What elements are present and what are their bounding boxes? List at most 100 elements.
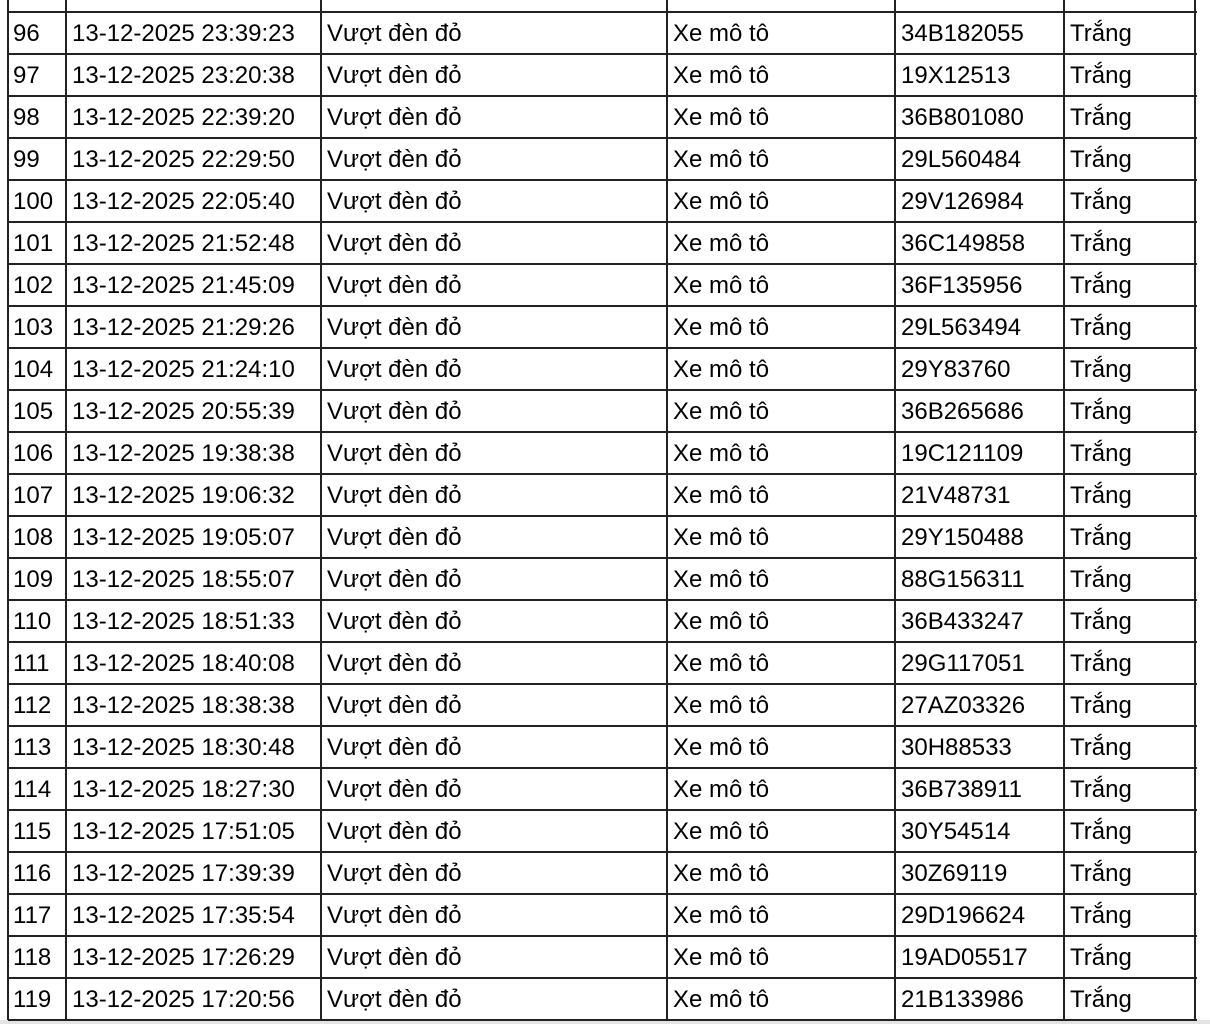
date-time: 13-12-2025 18:38:38 <box>72 692 295 719</box>
plate: 30Y54514 <box>901 818 1011 845</box>
row-number: 102 <box>13 272 54 299</box>
row-border <box>8 515 1197 517</box>
date-time: 13-12-2025 17:20:56 <box>72 986 295 1013</box>
row-number: 114 <box>13 776 52 803</box>
vehicle-type: Xe mô tô <box>673 818 770 845</box>
vehicle-type: Xe mô tô <box>673 986 770 1013</box>
violation: Vượt đèn đỏ <box>327 944 462 971</box>
plate: 19AD05517 <box>901 944 1028 971</box>
vehicle-type: Xe mô tô <box>673 20 770 47</box>
vehicle-type: Xe mô tô <box>673 776 770 803</box>
column-border <box>7 0 9 1024</box>
plate-color: Trắng <box>1070 902 1132 929</box>
violation: Vượt đèn đỏ <box>327 692 462 719</box>
plate-color: Trắng <box>1070 734 1132 761</box>
violation: Vượt đèn đỏ <box>327 356 462 383</box>
date-time: 13-12-2025 21:29:26 <box>72 314 295 341</box>
plate: 19C121109 <box>901 440 1024 467</box>
date-time: 13-12-2025 22:05:40 <box>72 188 295 215</box>
vehicle-type: Xe mô tô <box>673 104 770 131</box>
violation: Vượt đèn đỏ <box>327 524 462 551</box>
row-number: 107 <box>13 482 54 509</box>
vehicle-type: Xe mô tô <box>673 398 770 425</box>
plate: 21V48731 <box>901 482 1011 509</box>
violation: Vượt đèn đỏ <box>327 608 462 635</box>
violation: Vượt đèn đỏ <box>327 902 462 929</box>
plate: 21B133986 <box>901 986 1024 1013</box>
date-time: 13-12-2025 19:06:32 <box>72 482 295 509</box>
row-border <box>8 557 1197 559</box>
plate: 36F135956 <box>901 272 1023 299</box>
row-number: 101 <box>13 230 54 257</box>
row-number: 109 <box>13 566 54 593</box>
row-number: 113 <box>13 734 52 761</box>
vehicle-type: Xe mô tô <box>673 482 770 509</box>
violation: Vượt đèn đỏ <box>327 20 462 47</box>
date-time: 13-12-2025 20:55:39 <box>72 398 295 425</box>
plate: 36C149858 <box>901 230 1026 257</box>
row-number: 110 <box>13 608 52 635</box>
vehicle-type: Xe mô tô <box>673 188 770 215</box>
row-number: 119 <box>13 986 52 1013</box>
plate-color: Trắng <box>1070 62 1132 89</box>
violation: Vượt đèn đỏ <box>327 440 462 467</box>
violation: Vượt đèn đỏ <box>327 566 462 593</box>
plate-color: Trắng <box>1070 104 1132 131</box>
plate-color: Trắng <box>1070 818 1132 845</box>
row-border <box>8 137 1197 139</box>
violation: Vượt đèn đỏ <box>327 146 462 173</box>
column-border <box>65 0 67 1024</box>
row-border <box>8 851 1197 853</box>
row-number: 104 <box>13 356 54 383</box>
violation: Vượt đèn đỏ <box>327 272 462 299</box>
row-border <box>8 347 1197 349</box>
plate: 29G117051 <box>901 650 1025 677</box>
vehicle-type: Xe mô tô <box>673 902 770 929</box>
plate-color: Trắng <box>1070 650 1132 677</box>
vehicle-type: Xe mô tô <box>673 62 770 89</box>
date-time: 13-12-2025 17:51:05 <box>72 818 295 845</box>
violation: Vượt đèn đỏ <box>327 734 462 761</box>
plate-color: Trắng <box>1070 776 1132 803</box>
row-border <box>8 263 1197 265</box>
plate: 30Z69119 <box>901 860 1008 887</box>
plate-color: Trắng <box>1070 944 1132 971</box>
sheet-edge <box>0 1020 1210 1024</box>
violation: Vượt đèn đỏ <box>327 818 462 845</box>
violation: Vượt đèn đỏ <box>327 188 462 215</box>
plate-color: Trắng <box>1070 272 1132 299</box>
vehicle-type: Xe mô tô <box>673 146 770 173</box>
vehicle-type: Xe mô tô <box>673 944 770 971</box>
plate-color: Trắng <box>1070 860 1132 887</box>
vehicle-type: Xe mô tô <box>673 692 770 719</box>
row-border <box>8 11 1197 13</box>
vehicle-type: Xe mô tô <box>673 356 770 383</box>
date-time: 13-12-2025 23:20:38 <box>72 62 295 89</box>
row-border <box>8 767 1197 769</box>
row-number: 106 <box>13 440 54 467</box>
plate: 29L563494 <box>901 314 1022 341</box>
row-number: 115 <box>13 818 52 845</box>
row-border <box>8 221 1197 223</box>
date-time: 13-12-2025 18:40:08 <box>72 650 295 677</box>
vehicle-type: Xe mô tô <box>673 272 770 299</box>
date-time: 13-12-2025 19:38:38 <box>72 440 295 467</box>
vehicle-type: Xe mô tô <box>673 650 770 677</box>
vehicle-type: Xe mô tô <box>673 440 770 467</box>
vehicle-type: Xe mô tô <box>673 524 770 551</box>
column-border <box>320 0 322 1024</box>
row-border <box>8 305 1197 307</box>
row-number: 105 <box>13 398 54 425</box>
violation: Vượt đèn đỏ <box>327 62 462 89</box>
violation: Vượt đèn đỏ <box>327 104 462 131</box>
plate: 36B738911 <box>901 776 1023 803</box>
row-border <box>8 977 1197 979</box>
row-number: 103 <box>13 314 54 341</box>
row-border <box>8 641 1197 643</box>
row-border <box>8 893 1197 895</box>
row-border <box>8 95 1197 97</box>
vehicle-type: Xe mô tô <box>673 314 770 341</box>
violation: Vượt đèn đỏ <box>327 776 462 803</box>
plate-color: Trắng <box>1070 356 1132 383</box>
